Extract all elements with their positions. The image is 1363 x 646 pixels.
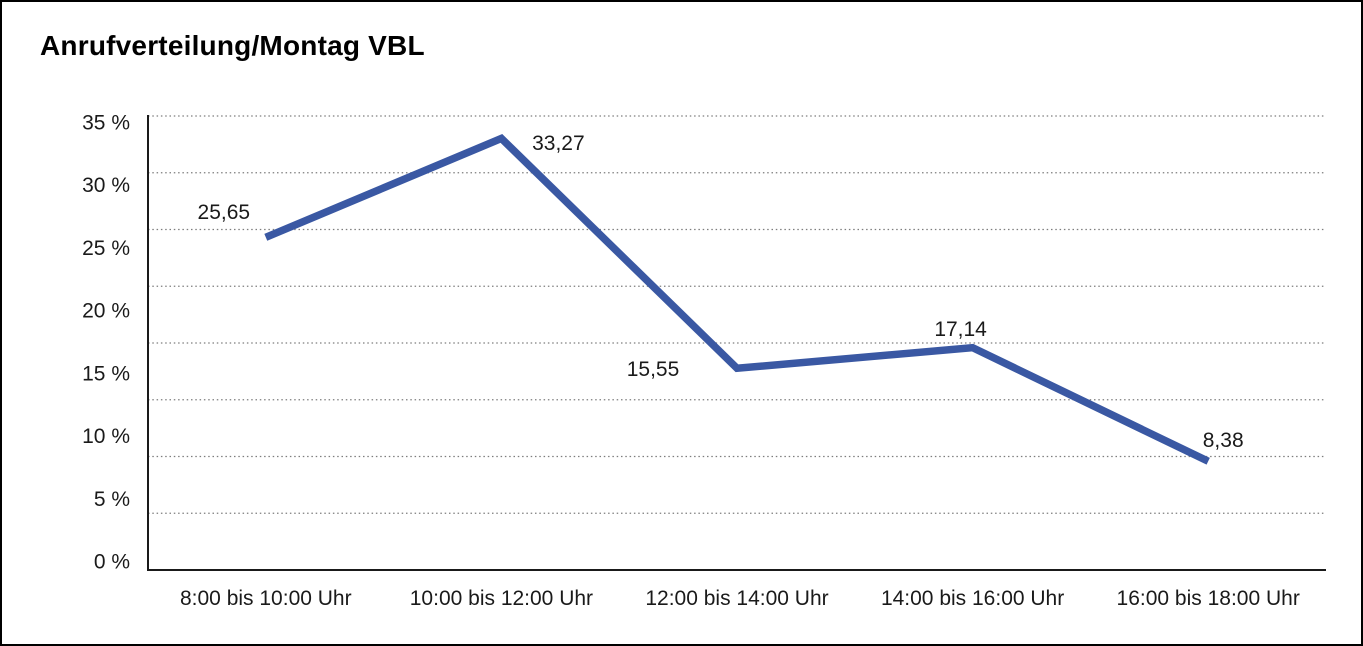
x-tick-label: 12:00 bis 14:00 Uhr bbox=[645, 587, 828, 610]
data-point-label: 25,65 bbox=[198, 201, 251, 224]
data-point-label: 15,55 bbox=[627, 358, 680, 381]
y-tick-label: 20 % bbox=[82, 300, 130, 323]
y-tick-label: 0 % bbox=[94, 551, 130, 574]
data-point-label: 8,38 bbox=[1203, 429, 1244, 452]
x-tick-label: 8:00 bis 10:00 Uhr bbox=[180, 587, 352, 610]
x-tick-label: 10:00 bis 12:00 Uhr bbox=[410, 587, 593, 610]
data-point-label: 33,27 bbox=[532, 132, 585, 155]
y-tick-label: 25 % bbox=[82, 237, 130, 260]
y-tick-label: 30 % bbox=[82, 174, 130, 197]
data-point-label: 17,14 bbox=[934, 318, 987, 341]
y-tick-label: 5 % bbox=[94, 488, 130, 511]
series-line bbox=[264, 134, 1210, 465]
y-tick-label: 15 % bbox=[82, 362, 130, 385]
x-tick-label: 14:00 bis 16:00 Uhr bbox=[881, 587, 1064, 610]
x-tick-label: 16:00 bis 18:00 Uhr bbox=[1117, 587, 1300, 610]
chart-title: Anrufverteilung/Montag VBL bbox=[40, 30, 425, 61]
y-tick-label: 10 % bbox=[82, 425, 130, 448]
y-tick-label: 35 % bbox=[82, 112, 130, 135]
